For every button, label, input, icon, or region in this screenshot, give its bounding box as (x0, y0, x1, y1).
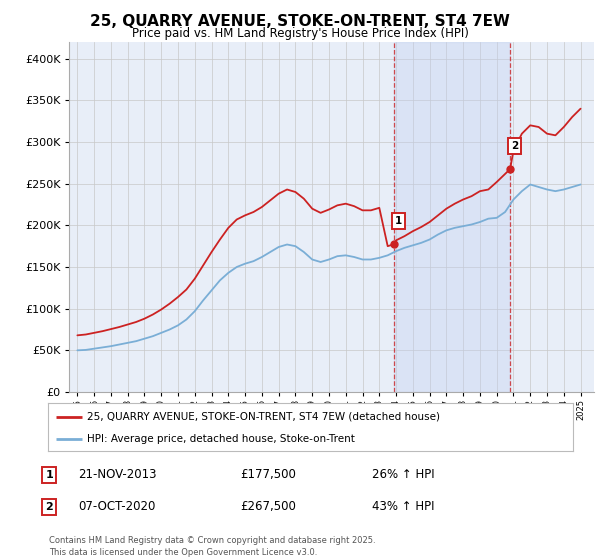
Bar (394, 42, 510, 392)
Text: 21-NOV-2013: 21-NOV-2013 (78, 468, 157, 482)
Text: £267,500: £267,500 (240, 500, 296, 514)
Text: 26% ↑ HPI: 26% ↑ HPI (372, 468, 434, 482)
Text: 2: 2 (511, 141, 518, 151)
Text: 43% ↑ HPI: 43% ↑ HPI (372, 500, 434, 514)
Text: 25, QUARRY AVENUE, STOKE-ON-TRENT, ST4 7EW (detached house): 25, QUARRY AVENUE, STOKE-ON-TRENT, ST4 7… (88, 412, 440, 422)
Text: 2: 2 (46, 502, 53, 512)
Text: HPI: Average price, detached house, Stoke-on-Trent: HPI: Average price, detached house, Stok… (88, 434, 355, 444)
Text: 25, QUARRY AVENUE, STOKE-ON-TRENT, ST4 7EW: 25, QUARRY AVENUE, STOKE-ON-TRENT, ST4 7… (90, 14, 510, 29)
Text: £177,500: £177,500 (240, 468, 296, 482)
Text: Contains HM Land Registry data © Crown copyright and database right 2025.
This d: Contains HM Land Registry data © Crown c… (49, 536, 376, 557)
Text: 1: 1 (395, 216, 402, 226)
Text: 07-OCT-2020: 07-OCT-2020 (78, 500, 155, 514)
Text: 1: 1 (46, 470, 53, 480)
Text: Price paid vs. HM Land Registry's House Price Index (HPI): Price paid vs. HM Land Registry's House … (131, 27, 469, 40)
